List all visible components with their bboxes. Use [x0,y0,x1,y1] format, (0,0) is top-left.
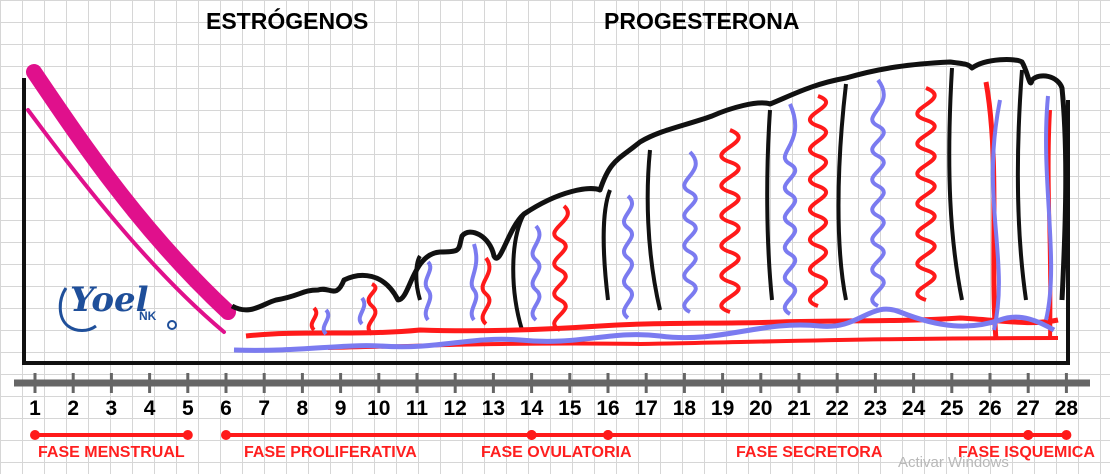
windows-activation-watermark: Activar Windows [898,454,1009,471]
phase-endpoint [182,430,193,440]
basal-gland-line [233,306,1056,353]
logo-subtext: NK [139,309,157,323]
gland [423,260,433,322]
spiral-artery [366,282,378,336]
stethoscope-chest-piece-icon [167,320,177,330]
gland [782,103,798,316]
day-label: 5 [181,397,194,420]
phase-endpoint [30,430,40,440]
gland [622,194,634,320]
spiral-artery [552,204,570,332]
gland [357,296,367,326]
phase-endpoint [1023,430,1034,440]
day-label: 8 [296,397,309,420]
stethoscope-icon [58,287,97,332]
day-label: 1 [29,397,41,420]
day-axis-ticks [33,373,1068,393]
day-label: 26 [978,397,1002,420]
phase-endpoint [526,430,537,440]
spiral-artery [808,94,828,308]
phase-label-ovulatory: FASE OVULATORIA [481,444,632,461]
day-label: 25 [940,397,964,420]
day-label: 11 [405,397,429,420]
endometrium-outline [230,57,1069,313]
day-label: 9 [334,397,347,420]
day-label: 6 [220,397,232,420]
spiral-artery [719,128,741,314]
day-label: 20 [749,397,773,420]
day-label: 23 [863,397,888,420]
day-label: 14 [519,397,544,420]
logo-text: Yoel [70,280,149,320]
day-label: 2 [67,397,80,420]
phase-endpoint [1061,430,1072,440]
spiral-artery [309,306,319,332]
progesterone-label: PROGESTERONA [604,8,800,34]
day-label: 28 [1054,397,1079,420]
day-label: 19 [710,397,735,420]
day-label: 3 [105,397,118,420]
day-label: 7 [258,397,271,420]
gland [530,224,542,322]
day-label: 13 [481,397,506,420]
spiral-artery [480,256,492,326]
day-label: 4 [143,397,156,420]
day-label: 10 [367,397,391,420]
phase-label-secretory: FASE SECRETORA [736,444,883,461]
day-label: 18 [672,397,697,420]
day-label: 12 [443,397,467,420]
day-label: 27 [1016,397,1040,420]
menstrual-shedding-line [26,108,226,334]
day-label: 15 [558,397,582,420]
day-label: 17 [634,397,658,420]
gland [1044,95,1054,321]
menstrual-shedding-band [26,64,236,320]
gland [321,308,331,336]
gland [682,150,698,314]
gland [469,243,479,322]
gland [990,99,1002,331]
phase-lines [30,430,1072,440]
phase-label-ischemic: FASE ISQUEMICA [958,444,1095,461]
diagram-frame [22,78,1070,365]
phase-label-menstrual: FASE MENSTRUAL [38,444,185,461]
day-label: 24 [901,397,926,420]
day-label: 16 [596,397,620,420]
spiral-artery [915,86,937,302]
gland-invaginations [414,67,1028,331]
phase-label-proliferative: FASE PROLIFERATIVA [244,444,417,461]
basal-artery [245,315,1059,339]
day-label: 21 [787,397,811,420]
gland [870,78,886,308]
estrogen-label: ESTRÓGENOS [206,8,369,34]
phase-endpoint [603,430,613,440]
phase-endpoint [221,430,231,440]
day-label: 22 [825,397,849,420]
